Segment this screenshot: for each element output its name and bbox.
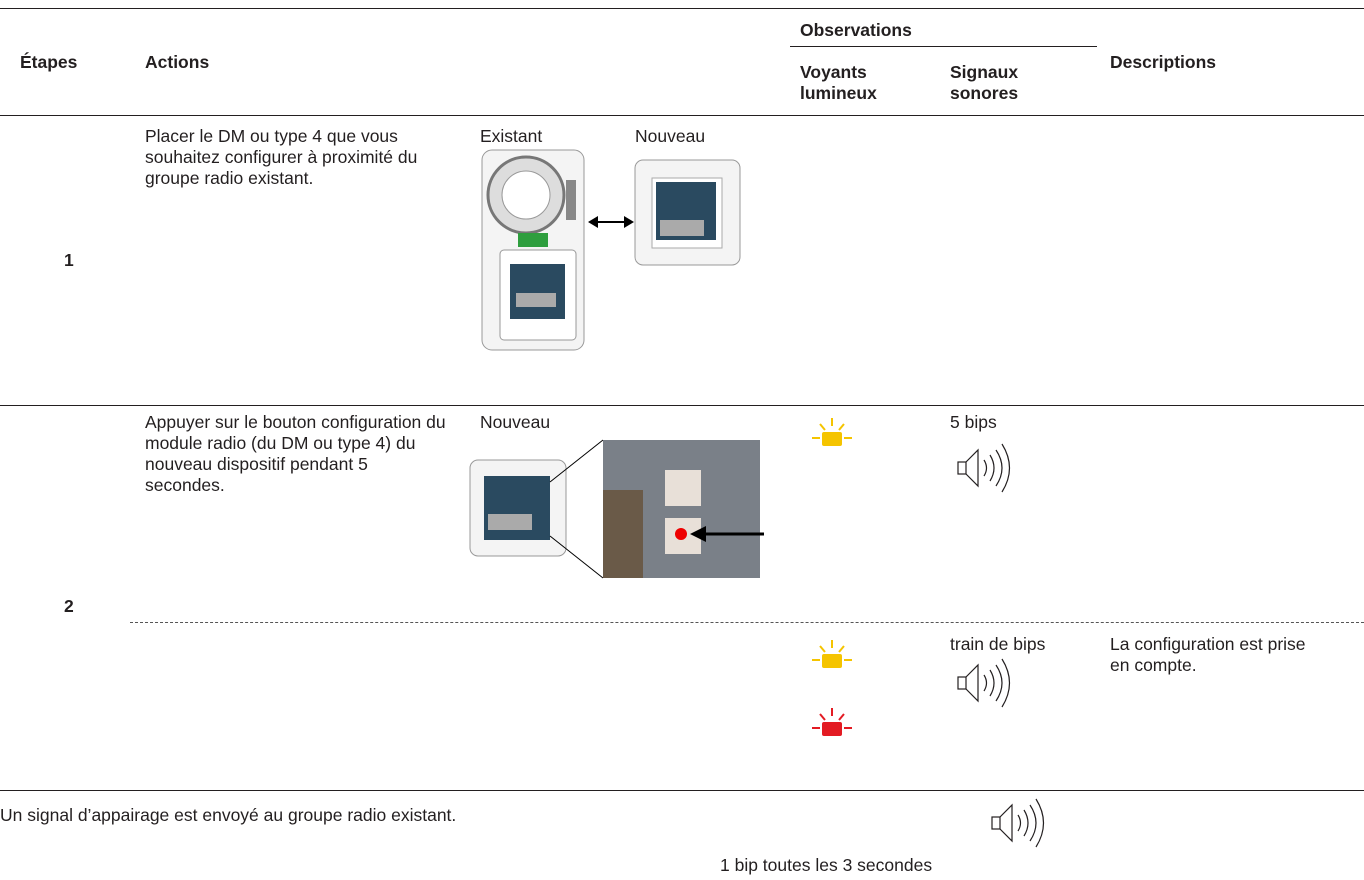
step-number: 2 [64, 596, 74, 616]
header-cell: Étapes [20, 52, 78, 72]
existing-device [481, 149, 585, 351]
footer-sound: 1 bip toutes les 3 secondes [720, 855, 933, 875]
action-text: Placer le DM ou type 4 que vous souhaite… [145, 126, 418, 188]
led-red [812, 708, 852, 736]
rule [0, 790, 1364, 791]
dashed-rule [130, 622, 1364, 623]
image-label: Nouveau [635, 126, 706, 146]
header-cell: Observations [800, 20, 912, 40]
image-label: Nouveau [480, 412, 551, 432]
new-device [634, 159, 741, 266]
illustrations [469, 149, 1045, 848]
arrow [588, 216, 634, 228]
step-number: 1 [64, 250, 74, 270]
header-cell: Actions [145, 52, 210, 72]
header-cell: Descriptions [1110, 52, 1216, 72]
led-yellow [812, 640, 852, 668]
description-text: La configuration est prise en compte. [1110, 634, 1306, 675]
rule [790, 46, 1097, 47]
header-cell: Signaux sonores [950, 62, 1019, 103]
speaker-icon [957, 443, 1011, 493]
speaker-icon [991, 798, 1045, 848]
footer-text: Un signal d’appairage est envoyé au grou… [0, 805, 457, 825]
sound-text: 5 bips [950, 412, 997, 432]
zoom-detail [603, 440, 764, 578]
new-device-small [469, 439, 604, 579]
led-yellow [812, 418, 852, 446]
action-text: Appuyer sur le bouton configuration du m… [145, 412, 446, 495]
rule [0, 8, 1364, 9]
sound-text: train de bips [950, 634, 1046, 654]
rule [0, 405, 1364, 406]
speaker-icon [957, 658, 1011, 708]
rule [0, 115, 1364, 116]
image-label: Existant [480, 126, 543, 146]
header-cell: Voyants lumineux [800, 62, 877, 103]
